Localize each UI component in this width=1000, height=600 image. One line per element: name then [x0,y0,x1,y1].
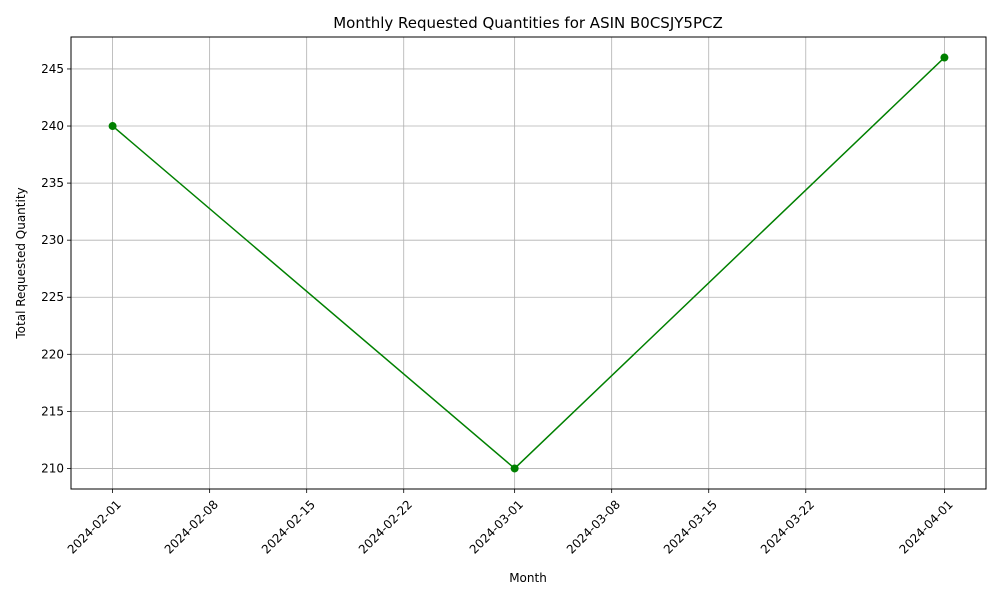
y-tick-label: 220 [41,347,64,361]
data-point [108,122,117,131]
x-tick-label: 2024-02-01 [65,497,124,556]
y-tick-label: 245 [41,62,64,76]
x-tick-label: 2024-02-15 [259,497,318,556]
series-layer [108,53,949,473]
y-tick-label: 225 [41,290,64,304]
x-tick-label: 2024-03-22 [758,497,817,556]
x-tick-label: 2024-04-01 [897,497,956,556]
x-tick-label: 2024-03-15 [661,497,720,556]
x-tick-label: 2024-03-01 [467,497,526,556]
grid [71,37,986,489]
y-tick-label: 230 [41,233,64,247]
data-point [510,464,519,473]
y-tick-label: 215 [41,404,64,418]
x-tick-label: 2024-02-22 [356,497,415,556]
chart-title: Monthly Requested Quantities for ASIN B0… [333,14,723,32]
x-axis: 2024-02-01 2024-02-08 2024-02-15 2024-02-22… [65,489,956,557]
x-axis-label: Month [509,571,547,585]
y-tick-label: 235 [41,176,64,190]
y-tick-label: 240 [41,119,64,133]
x-tick-label: 2024-02-08 [162,497,221,556]
y-axis-label: Total Requested Quantity [14,187,28,339]
series-line [112,57,945,470]
y-tick-label: 210 [41,461,64,475]
data-point [940,53,949,62]
y-axis: 210 215 220 225 230 235 240 245 [41,62,71,475]
plot-frame [70,36,987,490]
x-tick-label: 2024-03-08 [564,497,623,556]
